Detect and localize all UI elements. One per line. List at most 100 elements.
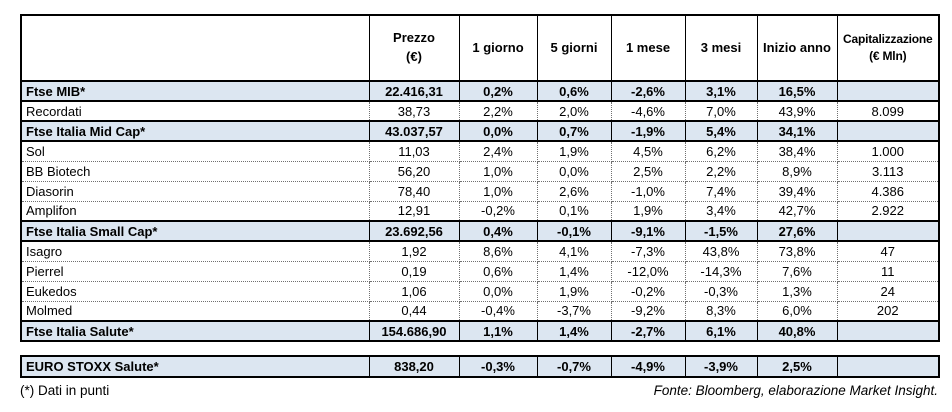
cell-d1: 2,2% — [458, 100, 538, 122]
cell-d1: 0,0% — [458, 280, 538, 302]
cell-m3: 5,4% — [684, 120, 758, 142]
cell-price: 22.416,31 — [368, 80, 460, 102]
cell-m1: 2,5% — [610, 160, 686, 182]
cell-ytd: 38,4% — [756, 140, 838, 162]
cell-ytd: 40,8% — [756, 320, 838, 342]
cell-name: Ftse Italia Small Cap* — [20, 220, 370, 242]
col-header-inizio-anno: Inizio anno — [756, 14, 838, 82]
cell-cap: 202 — [836, 300, 940, 322]
stock-row: Recordati 38,73 2,2% 2,0% -4,6% 7,0% 43,9% 8.09… — [20, 100, 940, 122]
cell-m1: -4,9% — [610, 356, 686, 377]
stock-row: BB Biotech 56,20 1,0% 0,0% 2,5% 2,2% 8,9% 3.113 — [20, 160, 940, 182]
market-data-table: Prezzo (€) 1 giorno 5 giorni 1 mese 3 me… — [20, 14, 940, 342]
cell-m3: 6,1% — [684, 320, 758, 342]
cell-m3: 8,3% — [684, 300, 758, 322]
cell-price: 11,03 — [368, 140, 460, 162]
cell-price: 0,44 — [368, 300, 460, 322]
cell-ytd: 1,3% — [756, 280, 838, 302]
col-header-price: Prezzo (€) — [368, 14, 460, 82]
cell-cap: 8.099 — [836, 100, 940, 122]
cell-name: Molmed — [20, 300, 370, 322]
cell-ytd: 27,6% — [756, 220, 838, 242]
cell-m3: 3,1% — [684, 80, 758, 102]
cell-d1: 1,0% — [458, 180, 538, 202]
stock-row: Amplifon 12,91 -0,2% 0,1% 1,9% 3,4% 42,7% 2.922 — [20, 200, 940, 222]
cell-m1: 1,9% — [610, 200, 686, 222]
cell-ytd: 16,5% — [756, 80, 838, 102]
cell-price: 78,40 — [368, 180, 460, 202]
cell-d5: 2,0% — [536, 100, 612, 122]
cell-d1: -0,2% — [458, 200, 538, 222]
cell-ytd: 6,0% — [756, 300, 838, 322]
stock-row: Pierrel 0,19 0,6% 1,4% -12,0% -14,3% 7,6% 11 — [20, 260, 940, 282]
cell-d1: 0,4% — [458, 220, 538, 242]
cell-m3: 6,2% — [684, 140, 758, 162]
footer: (*) Dati in punti Fonte: Bloomberg, elab… — [20, 383, 938, 398]
cell-d5: -0,7% — [536, 356, 612, 377]
cell-d5: 2,6% — [536, 180, 612, 202]
cell-m1: -9,2% — [610, 300, 686, 322]
stock-row: Isagro 1,92 8,6% 4,1% -7,3% 43,8% 73,8% 47 — [20, 240, 940, 262]
cell-m1: -1,0% — [610, 180, 686, 202]
cell-name: Recordati — [20, 100, 370, 122]
cell-name: Ftse MIB* — [20, 80, 370, 102]
cell-cap: 47 — [836, 240, 940, 262]
stock-row: Diasorin 78,40 1,0% 2,6% -1,0% 7,4% 39,4% 4.386 — [20, 180, 940, 202]
cell-name: Eukedos — [20, 280, 370, 302]
cell-cap — [836, 220, 940, 242]
col-header-price-line2: (€) — [406, 49, 422, 64]
cell-m3: -0,3% — [684, 280, 758, 302]
cell-ytd: 42,7% — [756, 200, 838, 222]
stock-row: Molmed 0,44 -0,4% -3,7% -9,2% 8,3% 6,0% 202 — [20, 300, 940, 322]
cell-price: 56,20 — [368, 160, 460, 182]
cell-ytd: 34,1% — [756, 120, 838, 142]
cell-price: 838,20 — [368, 356, 460, 377]
cell-name: Diasorin — [20, 180, 370, 202]
corner-cell — [20, 14, 370, 82]
cell-name: Isagro — [20, 240, 370, 262]
col-header-1-mese: 1 mese — [610, 14, 686, 82]
cell-ytd: 8,9% — [756, 160, 838, 182]
cell-d1: 1,1% — [458, 320, 538, 342]
table-header: Prezzo (€) 1 giorno 5 giorni 1 mese 3 me… — [20, 14, 940, 82]
cell-m3: 7,0% — [684, 100, 758, 122]
footnote-dati-in-punti: (*) Dati in punti — [20, 383, 110, 398]
cell-m3: 3,4% — [684, 200, 758, 222]
cell-d1: -0,3% — [458, 356, 538, 377]
cell-d5: 1,4% — [536, 320, 612, 342]
cell-cap: 1.000 — [836, 140, 940, 162]
cell-cap: 11 — [836, 260, 940, 282]
cell-m1: -0,2% — [610, 280, 686, 302]
cell-name: Amplifon — [20, 200, 370, 222]
cell-d5: 0,1% — [536, 200, 612, 222]
cell-d1: 0,0% — [458, 120, 538, 142]
index-row: Ftse MIB* 22.416,31 0,2% 0,6% -2,6% 3,1% 16,5% — [20, 80, 940, 102]
cell-d5: 1,4% — [536, 260, 612, 282]
cell-ytd: 73,8% — [756, 240, 838, 262]
euro-stoxx-row: EURO STOXX Salute* 838,20 -0,3% -0,7% -4… — [20, 356, 940, 377]
cell-cap: 4.386 — [836, 180, 940, 202]
cell-m1: -12,0% — [610, 260, 686, 282]
cell-name: BB Biotech — [20, 160, 370, 182]
stock-row: Sol 11,03 2,4% 1,9% 4,5% 6,2% 38,4% 1.000 — [20, 140, 940, 162]
cell-m3: 2,2% — [684, 160, 758, 182]
index-row: Ftse Italia Mid Cap* 43.037,57 0,0% 0,7% -1,… — [20, 120, 940, 142]
cell-price: 43.037,57 — [368, 120, 460, 142]
cell-price: 0,19 — [368, 260, 460, 282]
col-header-3-mesi: 3 mesi — [684, 14, 758, 82]
cell-d5: -0,1% — [536, 220, 612, 242]
cell-d1: 0,2% — [458, 80, 538, 102]
cell-m3: -1,5% — [684, 220, 758, 242]
cell-ytd: 7,6% — [756, 260, 838, 282]
cell-d5: 1,9% — [536, 140, 612, 162]
cell-cap — [836, 120, 940, 142]
col-header-5-giorni: 5 giorni — [536, 14, 612, 82]
col-header-price-line1: Prezzo — [393, 30, 435, 46]
col-header-capitalizzazione: Capitalizzazione (€ Mln) — [836, 14, 940, 82]
col-header-cap-line2: (€ Mln) — [869, 49, 907, 63]
cell-d5: 4,1% — [536, 240, 612, 262]
cell-d1: 0,6% — [458, 260, 538, 282]
euro-stoxx-table: EURO STOXX Salute* 838,20 -0,3% -0,7% -4… — [20, 355, 940, 378]
cell-m3: 7,4% — [684, 180, 758, 202]
cell-cap — [836, 80, 940, 102]
